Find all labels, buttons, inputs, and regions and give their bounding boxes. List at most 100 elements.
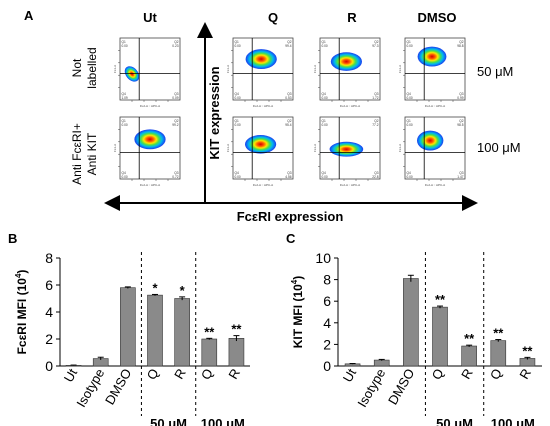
significance-marker: ** <box>231 322 242 337</box>
flow-plot-quadrant-value: 0.00 <box>235 44 241 48</box>
flow-plot-cell-population <box>417 130 444 151</box>
category-label: R <box>458 366 476 382</box>
flow-plot-quadrant-label: Q4 <box>322 171 326 175</box>
flow-plot-quadrant-value: 99.2 <box>172 123 178 127</box>
category-label: DMSO <box>102 366 134 407</box>
fceri-axis-title: FcεRI expression <box>237 209 344 224</box>
flow-plot-x-axis-text: FL2-A :: APC-A <box>253 104 273 108</box>
category-label: Q <box>198 366 216 382</box>
category-label: Isotype <box>354 366 388 410</box>
dose-label-50: 50 μM <box>477 64 513 79</box>
flow-plot-quadrant-value: 1.72 <box>372 96 378 100</box>
flow-plot-cell-population <box>134 129 166 150</box>
flow-plot-y-axis-text: FL1-A <box>398 144 402 152</box>
flow-plot-y-axis-text: FL1-A <box>226 144 230 152</box>
category-label: Ut <box>61 366 81 385</box>
y-axis-title-power: 10 <box>15 278 29 292</box>
y-tick-label: 0 <box>323 358 331 374</box>
y-axis-title-exponent: 4 <box>14 273 23 278</box>
flow-plot-quadrant-value: 0.00 <box>122 123 128 127</box>
category-label: Q <box>144 366 162 382</box>
flow-plot-quadrant-label: Q3 <box>374 171 378 175</box>
flow-plot-quadrant-label: Q3 <box>174 92 178 96</box>
flow-plot-quadrant-value: 0.09 <box>172 96 178 100</box>
flow-plot-quadrant-value: 0.00 <box>407 175 413 179</box>
flow-plot-quadrant-label: Q1 <box>322 119 326 123</box>
flow-plot-quadrant-label: Q2 <box>459 119 463 123</box>
significance-marker: ** <box>204 324 215 339</box>
flow-plot-y-axis-text: FL1-A <box>313 65 317 73</box>
bar-q-3 <box>432 306 448 367</box>
category-label: R <box>225 366 243 382</box>
bar-r-6 <box>519 358 536 367</box>
flow-plot-quadrant-label: Q2 <box>174 119 178 123</box>
y-tick-label: 0 <box>45 358 53 374</box>
flow-plot-cell-population <box>124 66 140 82</box>
flow-plot-quadrant-label: Q4 <box>235 92 239 96</box>
y-axis-title-end: ) <box>15 270 29 274</box>
bar-dmso-2 <box>403 278 419 367</box>
y-tick-label: 10 <box>315 250 331 266</box>
flow-plot-quadrant-label: Q4 <box>322 92 326 96</box>
flow-plot-y-axis-text: FL1-A <box>113 65 117 73</box>
dose-label-100: 100 μM <box>477 140 521 155</box>
bar-isotype-1 <box>373 359 390 367</box>
flow-plot-y-axis-text: FL1-A <box>113 144 117 152</box>
row-label-labelled-line1: Anti FcεRI+ <box>70 123 84 185</box>
significance-marker: ** <box>522 343 533 358</box>
flow-plot-quadrant-value: 0.99 <box>457 96 463 100</box>
category-label: R <box>516 366 534 382</box>
flow-plot-quadrant-value: 0.00 <box>235 175 241 179</box>
flow-plot-quadrant-value: 1.09 <box>122 96 128 100</box>
panel-a: A Ut Q R DMSO Not labelled Anti FcεRI+ A… <box>24 8 521 224</box>
y-tick-label: 8 <box>45 250 53 266</box>
kit-axis-title: KIT expression <box>207 66 222 159</box>
flow-plot-quadrant-value: 0.00 <box>322 44 328 48</box>
flow-plot-quadrant-label: Q2 <box>374 119 378 123</box>
flow-plot-quadrant-value: 95.4 <box>285 123 291 127</box>
bar-q-5 <box>490 340 507 367</box>
flow-plot-quadrant-label: Q3 <box>459 171 463 175</box>
significance-marker: * <box>180 283 186 298</box>
row-label-not-labelled-line1: Not <box>70 58 84 77</box>
bar-r-4 <box>174 298 190 367</box>
flow-plot-x-axis-text: FL2-A :: APC-A <box>140 104 160 108</box>
y-tick-label: 2 <box>45 331 53 347</box>
flow-plot-quadrant-value: 0.00 <box>235 96 241 100</box>
flow-plot-quadrant-label: Q3 <box>374 92 378 96</box>
y-axis-title-exponent: 4 <box>290 279 299 284</box>
flow-plot-quadrant-label: Q4 <box>407 171 411 175</box>
flow-plot-quadrant-value: 77.2 <box>372 123 378 127</box>
flow-plot-quadrant-value: 0.00 <box>407 123 413 127</box>
flow-plot-cell-population <box>417 46 447 67</box>
flow-plot-quadrant-value: 0.00 <box>322 96 328 100</box>
y-axis-title-power: 10 <box>291 284 305 298</box>
category-label: Q <box>429 366 447 382</box>
flow-plot-quadrant-label: Q4 <box>122 92 126 96</box>
flow-plot-y-axis-text: FL1-A <box>398 65 402 73</box>
flow-plot-y-axis-text: FL1-A <box>313 144 317 152</box>
category-label: Ut <box>340 366 360 385</box>
flow-plot-quadrant-label: Q3 <box>174 171 178 175</box>
y-axis-title: KIT MFI (104) <box>290 276 305 348</box>
bar-q-5 <box>201 338 218 367</box>
flow-plot-quadrant-label: Q1 <box>235 40 239 44</box>
significance-marker: ** <box>493 326 504 341</box>
flow-plot-quadrant-value: 0.00 <box>407 44 413 48</box>
flow-plot-quadrant-label: Q1 <box>322 40 326 44</box>
flow-plot-x-axis-text: FL2-A :: APC-A <box>340 104 360 108</box>
column-header-dmso: DMSO <box>418 10 457 25</box>
group-label-100: 100 μM <box>491 416 535 426</box>
category-label: DMSO <box>385 366 417 407</box>
significance-marker: ** <box>464 331 475 346</box>
group-label-50: 50 μM <box>436 416 473 426</box>
bar-r-6 <box>228 338 245 367</box>
bar-r-4 <box>461 345 477 367</box>
y-tick-label: 8 <box>323 272 331 288</box>
y-axis-title: FcεRI MFI (104) <box>14 270 29 355</box>
